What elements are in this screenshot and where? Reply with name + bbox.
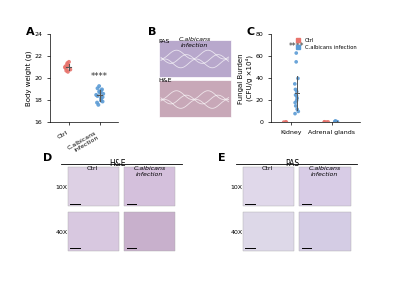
Text: 40X: 40X <box>55 230 68 235</box>
Point <box>63 66 69 71</box>
Point <box>293 59 299 64</box>
Point <box>292 93 299 97</box>
Point <box>64 61 71 65</box>
Point <box>282 120 289 124</box>
Point <box>94 94 101 98</box>
Text: 10X: 10X <box>55 185 67 190</box>
Text: Ctrl: Ctrl <box>261 166 273 171</box>
Point <box>332 119 338 124</box>
Point <box>333 120 340 124</box>
Point <box>295 109 302 114</box>
Text: C.albicans
infection: C.albicans infection <box>179 37 211 48</box>
Legend: Ctrl, C.albicans infection: Ctrl, C.albicans infection <box>295 37 357 51</box>
Point <box>321 120 328 124</box>
Point <box>321 120 328 124</box>
Point <box>293 51 300 55</box>
Point <box>292 87 299 92</box>
Text: B: B <box>148 27 156 37</box>
Y-axis label: Fungal Burden
(CFU/g ×10⁴): Fungal Burden (CFU/g ×10⁴) <box>238 53 253 104</box>
Point <box>292 82 298 86</box>
Point <box>334 120 341 124</box>
Text: C: C <box>246 27 254 37</box>
Point <box>67 67 74 72</box>
Point <box>96 89 102 94</box>
Point <box>63 68 70 73</box>
Text: E: E <box>218 153 226 163</box>
Text: 10X: 10X <box>231 185 243 190</box>
Point <box>292 104 299 108</box>
Point <box>98 96 104 100</box>
Point <box>332 120 338 124</box>
Text: PAS: PAS <box>158 39 169 44</box>
Point <box>292 100 298 105</box>
Point <box>65 69 71 74</box>
Point <box>283 120 290 124</box>
Point <box>323 120 330 124</box>
Text: D: D <box>43 153 52 163</box>
Point <box>332 119 339 124</box>
Point <box>62 65 68 70</box>
Point <box>280 120 287 124</box>
Point <box>325 120 331 124</box>
FancyBboxPatch shape <box>243 167 294 206</box>
Text: 40X: 40X <box>231 230 243 235</box>
Point <box>99 87 105 92</box>
Point <box>97 90 103 95</box>
Point <box>292 111 298 116</box>
Point <box>294 96 300 100</box>
FancyBboxPatch shape <box>124 212 175 251</box>
FancyBboxPatch shape <box>68 167 119 206</box>
Point <box>94 100 100 105</box>
FancyBboxPatch shape <box>299 167 350 206</box>
Text: ****: **** <box>289 42 304 51</box>
Point <box>99 99 106 104</box>
FancyBboxPatch shape <box>68 212 119 251</box>
Point <box>96 84 102 88</box>
Point <box>98 88 104 93</box>
Y-axis label: Body weight (g): Body weight (g) <box>25 51 32 106</box>
Text: ****: **** <box>91 72 108 81</box>
Point <box>334 119 340 124</box>
Point <box>62 64 69 69</box>
FancyBboxPatch shape <box>124 167 175 206</box>
Text: C.albicans
infection: C.albicans infection <box>134 166 166 177</box>
Text: H&E: H&E <box>109 158 126 168</box>
Point <box>95 102 102 107</box>
Text: Ctrl: Ctrl <box>86 166 98 171</box>
Text: A: A <box>26 27 35 37</box>
Point <box>295 76 301 81</box>
Point <box>94 86 101 91</box>
FancyBboxPatch shape <box>159 80 231 117</box>
Point <box>64 62 70 66</box>
Point <box>66 59 72 64</box>
Point <box>294 89 300 94</box>
Point <box>100 92 106 96</box>
Text: H&E: H&E <box>158 78 171 84</box>
Text: C.albicans
infection: C.albicans infection <box>309 166 341 177</box>
FancyBboxPatch shape <box>299 212 350 251</box>
Point <box>294 107 300 112</box>
Text: PAS: PAS <box>286 158 300 168</box>
Point <box>65 63 71 67</box>
Point <box>332 119 339 124</box>
Point <box>332 119 338 124</box>
Point <box>293 94 300 98</box>
Point <box>99 95 106 100</box>
FancyBboxPatch shape <box>159 39 231 77</box>
Point <box>98 98 104 103</box>
Point <box>93 93 100 97</box>
FancyBboxPatch shape <box>243 212 294 251</box>
Point <box>294 98 300 103</box>
